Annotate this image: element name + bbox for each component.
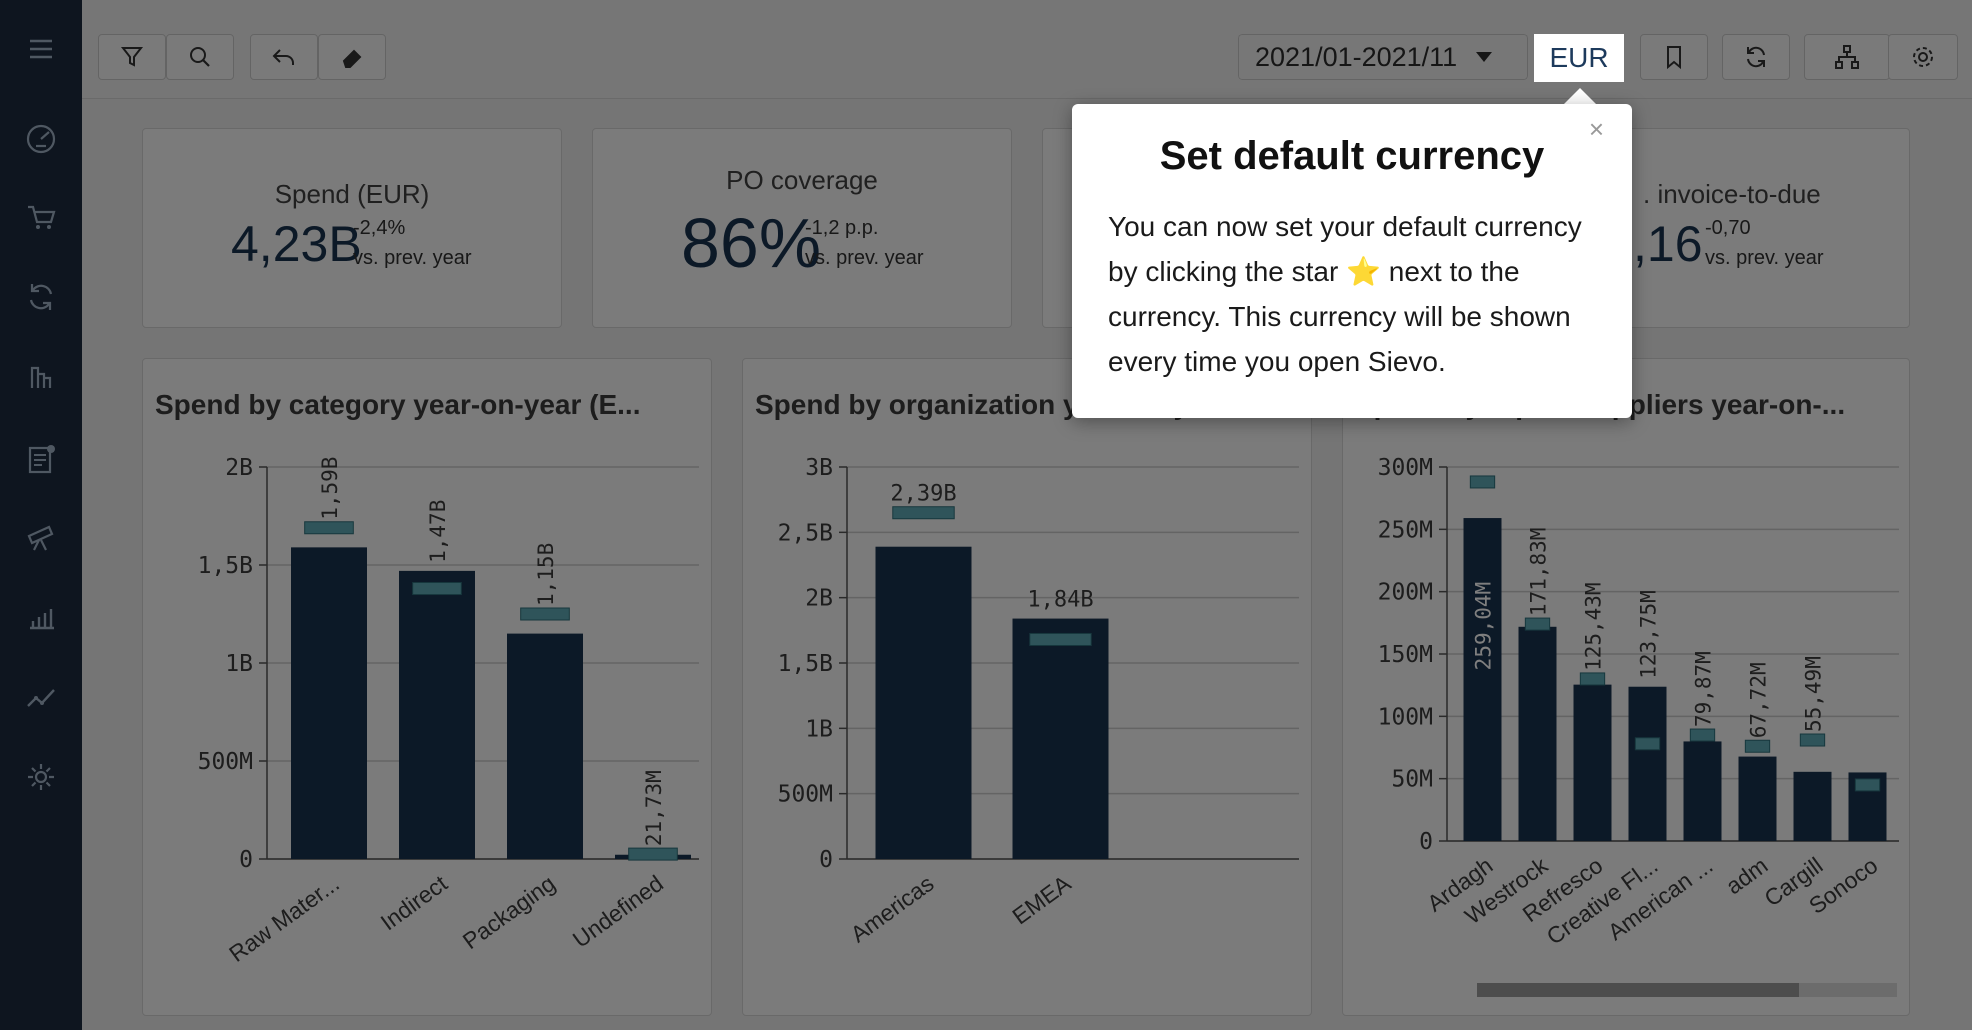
popup-body: You can now set your default currency by… [1108, 204, 1608, 384]
star-icon: ⭐ [1346, 256, 1381, 287]
popup-arrow [1562, 88, 1598, 106]
currency-button[interactable]: EUR [1534, 34, 1624, 82]
close-icon[interactable]: × [1588, 114, 1604, 144]
popup-title: Set default currency [1159, 134, 1545, 178]
popup-body-text: You can now set your default currency by… [1108, 211, 1582, 287]
period-dim [1238, 34, 1528, 80]
currency-tooltip-popup: × Set default currency You can now set y… [1072, 104, 1632, 418]
popup-body-text-cont: next to the currency. This currency will… [1108, 256, 1571, 377]
